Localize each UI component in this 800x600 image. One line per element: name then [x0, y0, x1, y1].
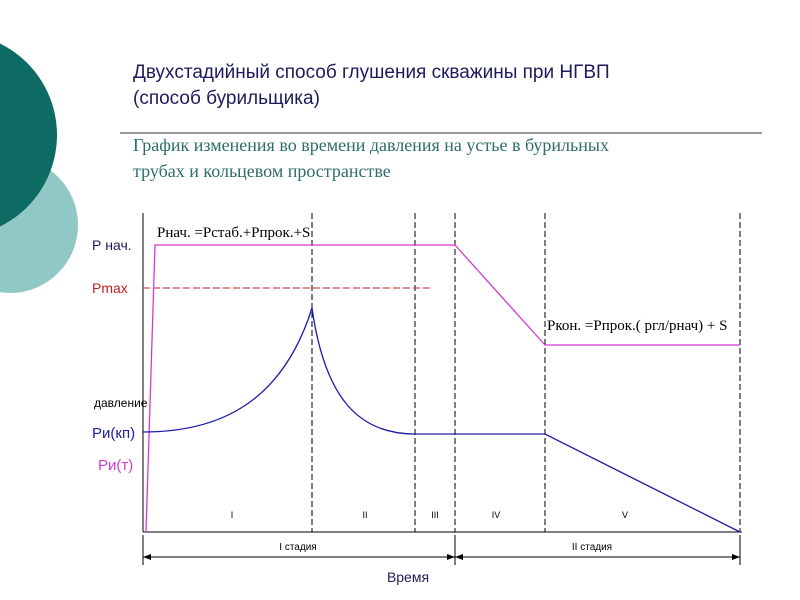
annulus-pressure-line [142, 307, 741, 533]
title: (способ бурильщика) [133, 88, 320, 109]
stage-arrows [142, 535, 741, 565]
y-label: Ри(т) [98, 457, 133, 474]
phase-label: IV [492, 510, 501, 520]
y-label: Ри(кп) [92, 425, 135, 442]
title: Двухстадийный способ глушения скважины п… [133, 62, 610, 83]
phase-dividers [311, 213, 741, 532]
pipe-pressure-line [145, 244, 740, 533]
stage-label: II стадия [572, 542, 612, 553]
phase-labels: I II III IV V [231, 510, 628, 520]
formula: Рнач. =Рстаб.+Рпрок.+S [157, 225, 310, 241]
x-label: Время [387, 569, 429, 585]
y-label: Pmax [92, 280, 128, 296]
subtitle: трубах и кольцевом пространстве [133, 161, 391, 181]
stage-label: I стадия [279, 542, 316, 553]
phase-label: V [622, 510, 628, 520]
formula: Ркон. =Рпрок.( ргл/рнач) + S [547, 318, 727, 334]
y-label: давление [94, 396, 148, 410]
subtitle: График изменения во времени давления на … [133, 135, 609, 155]
phase-label: II [362, 510, 367, 520]
decor-circle [0, 43, 57, 227]
arrow-heads [143, 554, 740, 560]
phase-label: I [231, 510, 234, 520]
y-label: Р нач. [92, 237, 132, 253]
phase-label: III [431, 510, 439, 520]
